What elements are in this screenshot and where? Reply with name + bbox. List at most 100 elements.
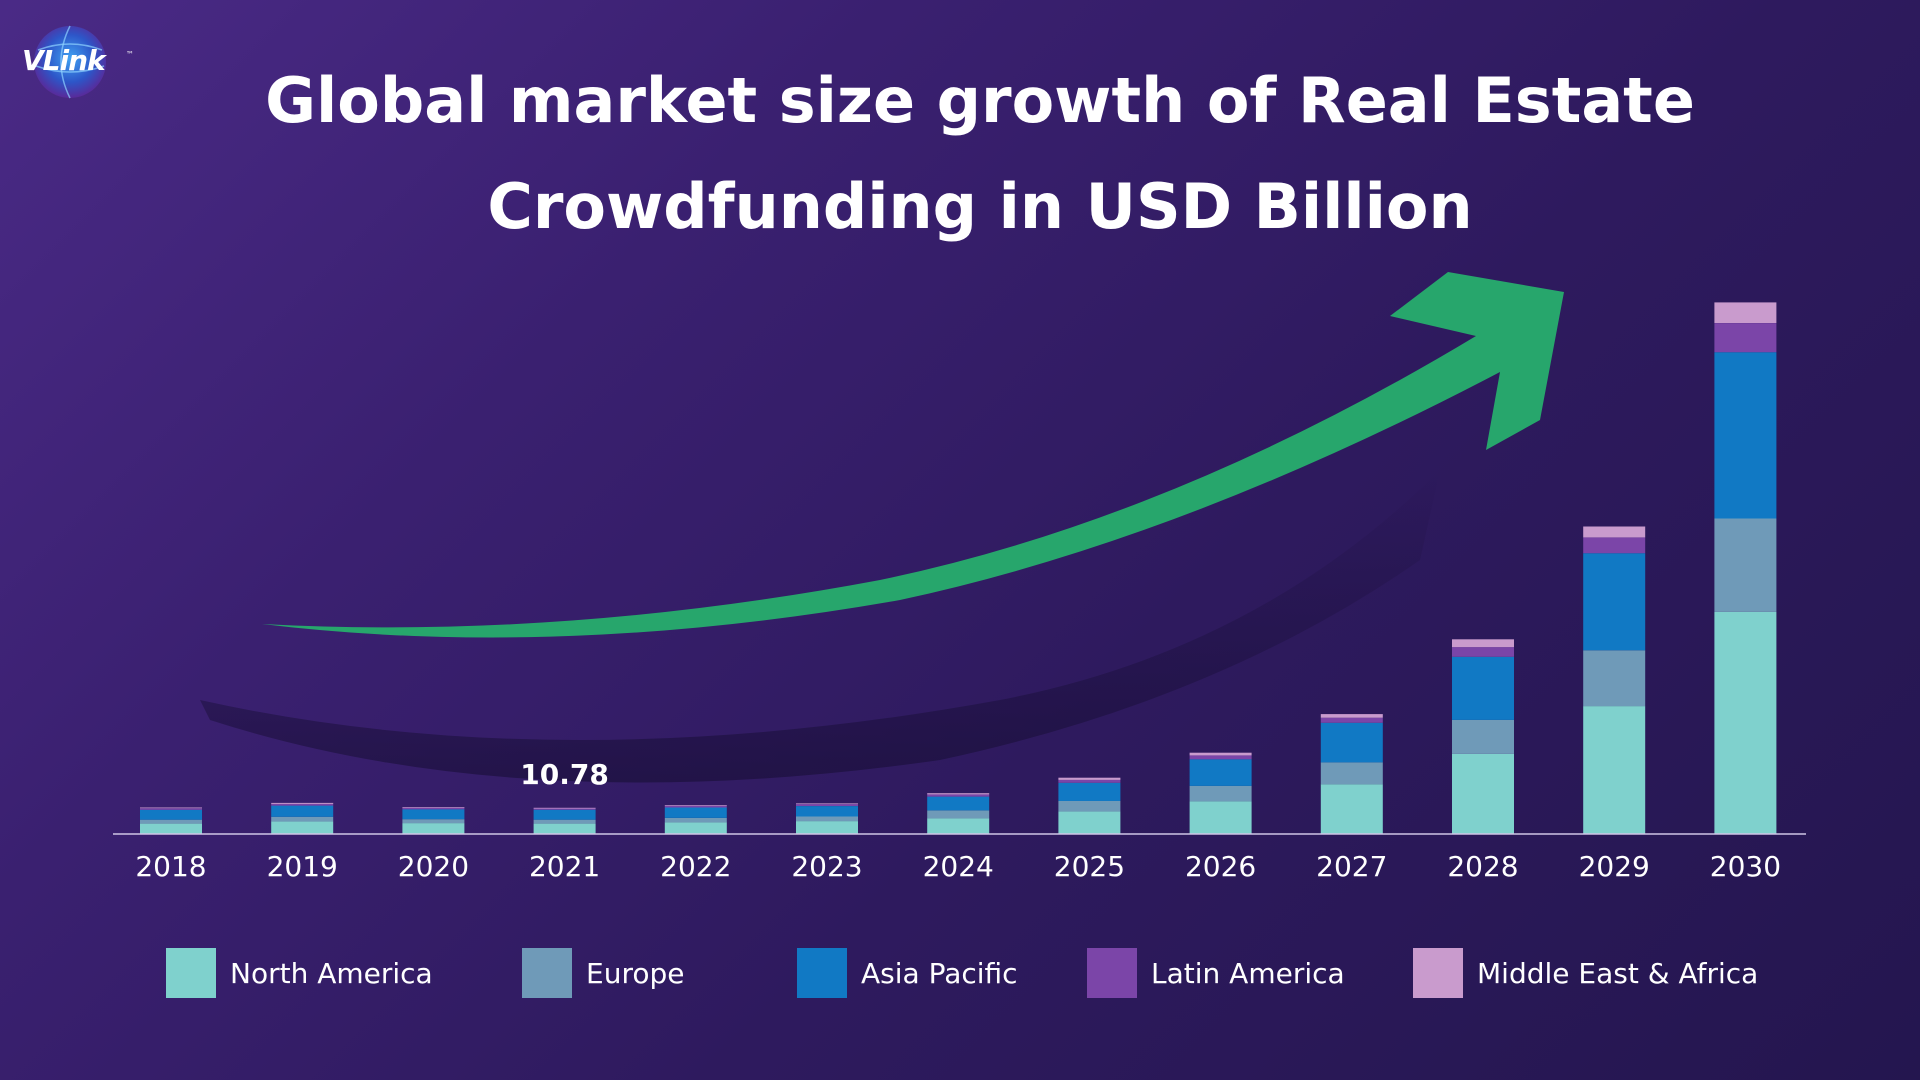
legend-item-europe: Europe (522, 948, 684, 998)
legend-swatch (1413, 948, 1463, 998)
legend-label: Middle East & Africa (1477, 956, 1759, 990)
bar-segment-2022-north-america (664, 822, 727, 834)
legend-label: Latin America (1151, 956, 1345, 990)
bar-segment-2025-north-america (1058, 811, 1121, 834)
bar-segment-2020-middle-east-africa (402, 807, 465, 808)
bar-segment-2021-asia-pacific (533, 809, 596, 820)
bar-segment-2030-latin-america (1714, 323, 1777, 353)
bar-segment-2021-middle-east-africa (533, 807, 596, 809)
bar-segment-2023-europe (796, 816, 858, 822)
bar-segment-2018-north-america (140, 823, 202, 834)
x-tick-label-2018: 2018 (135, 850, 206, 883)
bar-segment-2029-latin-america (1583, 537, 1646, 554)
bar-segment-2018-asia-pacific (140, 809, 202, 820)
x-tick-label-2023: 2023 (791, 850, 862, 883)
bar-segment-2022-asia-pacific (664, 807, 727, 818)
bar-segment-2028-middle-east-africa (1452, 639, 1514, 648)
bar-segment-2019-latin-america (271, 803, 334, 806)
bar-segment-2024-north-america (927, 818, 990, 834)
x-tick-label-2021: 2021 (529, 850, 600, 883)
x-tick-label-2028: 2028 (1447, 850, 1518, 883)
logo-text[interactable]: VLink (22, 44, 106, 77)
x-tick-label-2024: 2024 (923, 850, 994, 883)
bar-segment-2025-asia-pacific (1058, 782, 1121, 801)
bar-segment-2030-asia-pacific (1714, 352, 1777, 519)
legend-swatch (522, 948, 572, 998)
bar-segment-2026-asia-pacific (1189, 759, 1252, 786)
bar-segment-2027-north-america (1320, 784, 1383, 834)
bar-segment-2022-europe (664, 818, 727, 823)
bar-segment-2025-latin-america (1058, 779, 1121, 783)
chart-title: Global market size growth of Real Estate… (200, 48, 1760, 260)
bar-segment-2024-asia-pacific (927, 796, 990, 811)
bar-segment-2023-latin-america (796, 804, 858, 806)
bar-segment-2021-europe (533, 819, 596, 824)
logo-trademark: ™ (126, 50, 134, 59)
bar-segment-2024-latin-america (927, 794, 990, 797)
bar-segment-2026-latin-america (1189, 755, 1252, 760)
x-tick-label-2027: 2027 (1316, 850, 1387, 883)
bar-segment-2023-asia-pacific (796, 806, 858, 817)
x-tick-label-2019: 2019 (267, 850, 338, 883)
vlink-logo-globe-icon (34, 25, 106, 99)
legend-item-asia-pacific: Asia Pacific (797, 948, 1018, 998)
data-label-2021: 10.78 (520, 758, 609, 791)
bar-segment-2020-europe (402, 819, 465, 824)
bar-segment-2021-north-america (533, 823, 596, 834)
legend-item-latin-america: Latin America (1087, 948, 1345, 998)
bar-segment-2030-middle-east-africa (1714, 302, 1777, 323)
bar-segment-2027-asia-pacific (1320, 722, 1383, 763)
legend-item-north-america: North America (166, 948, 433, 998)
bar-segment-2027-middle-east-africa (1320, 714, 1383, 718)
bar-segment-2024-europe (927, 810, 990, 819)
bar-segment-2018-middle-east-africa (140, 807, 202, 809)
bar-segment-2019-north-america (271, 821, 334, 834)
bar-segment-2020-latin-america (402, 807, 465, 810)
bar-segment-2024-middle-east-africa (927, 793, 990, 795)
bar-segment-2022-latin-america (664, 805, 727, 808)
legend-swatch (1087, 948, 1137, 998)
bar-segment-2028-europe (1452, 719, 1514, 754)
x-tick-label-2026: 2026 (1185, 850, 1256, 883)
legend-swatch (166, 948, 216, 998)
trend-arrow-shadow (200, 470, 1440, 783)
bar-segment-2028-latin-america (1452, 647, 1514, 657)
bar-segment-2028-north-america (1452, 753, 1514, 834)
bar-segment-2019-asia-pacific (271, 805, 334, 817)
bar-segment-2018-europe (140, 819, 202, 824)
bar-segment-2018-latin-america (140, 808, 202, 810)
bar-segment-2026-europe (1189, 785, 1252, 802)
bar-segment-2030-europe (1714, 518, 1777, 612)
bar-segment-2022-middle-east-africa (664, 805, 727, 806)
chart-title-line-2: Crowdfunding in USD Billion (487, 170, 1473, 243)
bar-segment-2029-middle-east-africa (1583, 526, 1646, 538)
legend-label: Europe (586, 956, 685, 990)
bar-segment-2029-asia-pacific (1583, 553, 1646, 651)
trend-arrow (262, 272, 1564, 638)
bar-segment-2020-asia-pacific (402, 809, 465, 820)
x-tick-label-2030: 2030 (1710, 850, 1781, 883)
bar-segment-2026-middle-east-africa (1189, 752, 1252, 756)
bar-segment-2028-asia-pacific (1452, 656, 1514, 720)
bar-segment-2021-latin-america (533, 808, 596, 810)
x-tick-label-2029: 2029 (1579, 850, 1650, 883)
bar-segment-2029-europe (1583, 650, 1646, 707)
bar-segment-2025-europe (1058, 801, 1121, 812)
x-tick-label-2022: 2022 (660, 850, 731, 883)
bar-segment-2025-middle-east-africa (1058, 777, 1121, 780)
bar-segment-2023-north-america (796, 821, 858, 834)
bar-segment-2019-europe (271, 816, 334, 822)
legend-label: North America (230, 956, 433, 990)
bar-segment-2030-north-america (1714, 611, 1777, 834)
bar-segment-2029-north-america (1583, 706, 1646, 834)
chart-legend: North America Europe Asia Pacific Latin Ame… (0, 948, 1920, 1000)
bar-segment-2020-north-america (402, 823, 465, 834)
x-tick-label-2020: 2020 (398, 850, 469, 883)
bar-segment-2023-middle-east-africa (796, 803, 858, 805)
x-tick-label-2025: 2025 (1054, 850, 1125, 883)
legend-item-middle-east-africa: Middle East & Africa (1413, 948, 1758, 998)
bar-segment-2027-europe (1320, 762, 1383, 785)
bar-segment-2027-latin-america (1320, 717, 1383, 723)
legend-label: Asia Pacific (861, 956, 1018, 990)
